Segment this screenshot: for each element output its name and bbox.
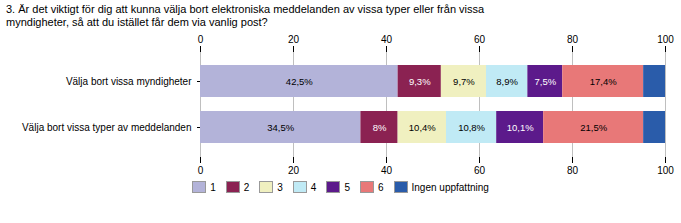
svg-text:10,4%: 10,4% (409, 122, 436, 133)
svg-text:20: 20 (288, 34, 300, 45)
svg-text:17,4%: 17,4% (590, 76, 617, 87)
svg-text:80: 80 (567, 34, 579, 45)
svg-text:100: 100 (657, 34, 674, 45)
svg-text:10,1%: 10,1% (507, 122, 534, 133)
svg-text:Välja bort vissa typer av medd: Välja bort vissa typer av meddelanden (22, 122, 192, 133)
html-text:1: 1 (210, 181, 216, 193)
svg-text:40: 40 (381, 165, 393, 176)
svg-text:42,5%: 42,5% (286, 76, 313, 87)
svg-text:34,5%: 34,5% (267, 122, 294, 133)
html-text:2: 2 (243, 181, 250, 193)
html-text:4: 4 (310, 181, 317, 193)
svg-text:20: 20 (288, 165, 300, 176)
html-text:Ingen uppfattning: Ingen uppfattning (411, 181, 489, 193)
html-text:5: 5 (344, 181, 350, 193)
svg-text:60: 60 (474, 165, 486, 176)
svg-text:80: 80 (567, 165, 579, 176)
svg-text:9,3%: 9,3% (409, 76, 431, 87)
html-text:3: 3 (277, 181, 283, 193)
svg-text:0: 0 (198, 165, 204, 176)
svg-text:Välja bort vissa myndigheter: Välja bort vissa myndigheter (66, 76, 192, 87)
svg-text:10,8%: 10,8% (458, 122, 485, 133)
svg-text:60: 60 (474, 34, 486, 45)
html-text:3. Är det viktigt för dig att: 3. Är det viktigt för dig att kunna välj… (6, 3, 485, 28)
svg-text:9,7%: 9,7% (453, 76, 475, 87)
svg-text:8%: 8% (373, 122, 387, 133)
svg-text:100: 100 (657, 165, 674, 176)
svg-text:0: 0 (198, 34, 204, 45)
svg-text:8,9%: 8,9% (496, 76, 518, 87)
svg-text:7,5%: 7,5% (534, 76, 556, 87)
html-text:6: 6 (378, 181, 384, 193)
svg-text:21,5%: 21,5% (580, 122, 607, 133)
svg-text:40: 40 (381, 34, 393, 45)
